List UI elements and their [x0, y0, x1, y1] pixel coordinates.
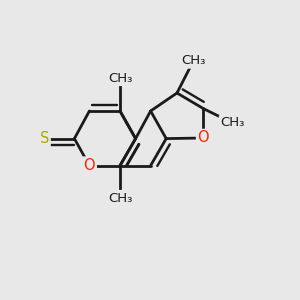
Text: CH₃: CH₃ — [108, 71, 132, 85]
Text: CH₃: CH₃ — [181, 54, 206, 67]
Text: O: O — [84, 158, 95, 173]
Text: O: O — [198, 130, 209, 146]
Text: S: S — [40, 131, 49, 146]
Text: CH₃: CH₃ — [108, 191, 132, 205]
Text: CH₃: CH₃ — [220, 116, 245, 130]
